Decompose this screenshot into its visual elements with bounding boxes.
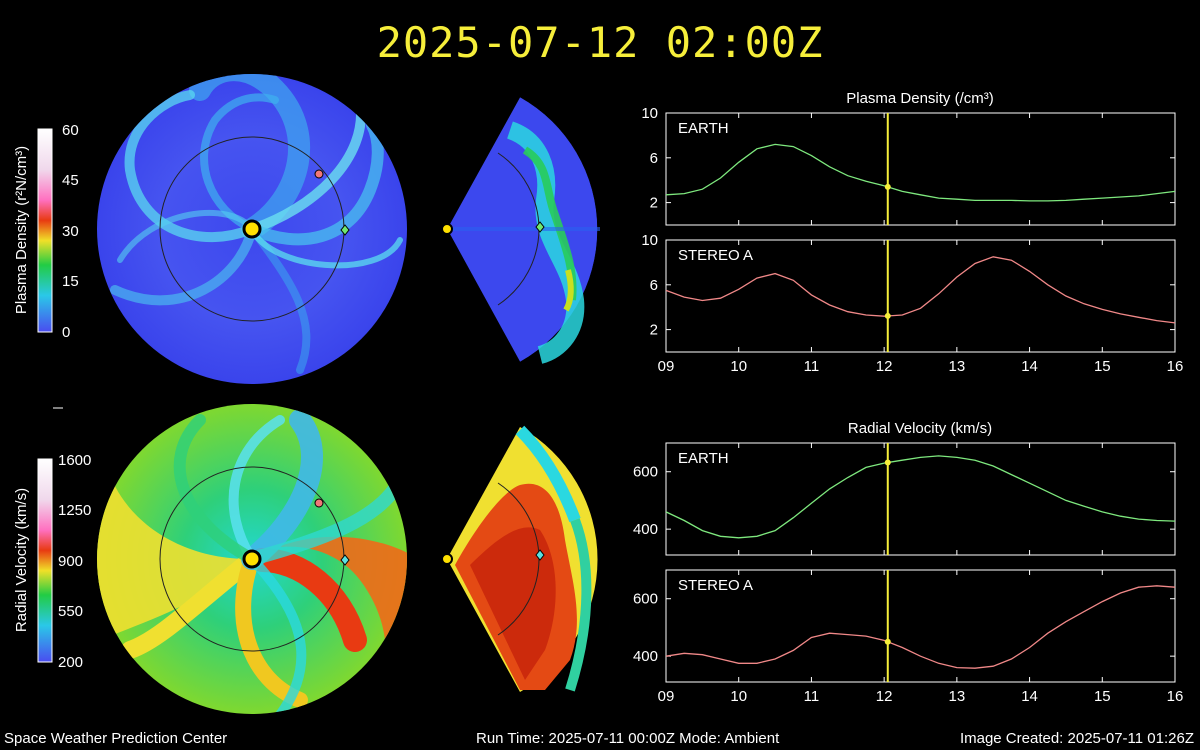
x-tick-label: 15 — [1094, 358, 1111, 375]
sun-marker — [441, 553, 453, 565]
velocity-tick: 1600 — [58, 452, 91, 469]
sun-marker — [242, 219, 262, 239]
x-tick-label: 16 — [1167, 358, 1184, 375]
velocity-colorbar-label: Radial Velocity (km/s) — [13, 488, 30, 632]
y-tick-label: 10 — [641, 105, 658, 122]
current-value-point — [884, 183, 891, 190]
density-colorbar-label: Plasma Density (r²N/cm³) — [13, 146, 30, 314]
velocity-tick: 1250 — [58, 502, 91, 519]
footer-image-created: Image Created: 2025-07-11 01:26Z — [959, 730, 1194, 747]
x-tick-label: 13 — [949, 688, 966, 705]
plot-frame — [665, 112, 1176, 226]
y-tick-label: 400 — [633, 521, 658, 538]
density-chart-title: Plasma Density (/cm³) — [846, 90, 994, 107]
series-line — [665, 143, 1176, 202]
x-tick-label: 14 — [1021, 358, 1038, 375]
y-tick-label: 400 — [633, 648, 658, 665]
series-line — [665, 256, 1176, 324]
sun-marker — [242, 549, 262, 569]
y-tick-label: 600 — [633, 464, 658, 481]
y-tick-label: 2 — [650, 322, 658, 339]
velocity-tick: 900 — [58, 553, 83, 570]
velocity-tick: 200 — [58, 654, 83, 671]
y-tick-label: 2 — [650, 195, 658, 212]
plot-frame — [665, 442, 1176, 556]
density-tick: 30 — [62, 223, 79, 240]
x-tick-label: 10 — [730, 688, 747, 705]
time-series-panels: EARTH 10 6 2 STEREO A 10 6 2 09 10 11 12 13 14 15 16 EAR… — [633, 105, 1183, 705]
density-tick: 0 — [62, 324, 70, 341]
y-tick-label: 6 — [650, 277, 658, 294]
stereo-a-marker — [314, 169, 324, 179]
stereo-a-marker — [314, 498, 324, 508]
density-meridional-map — [446, 96, 600, 364]
x-tick-label: 16 — [1167, 688, 1184, 705]
density-colorbar: Plasma Density (r²N/cm³) 60 45 30 15 0 — [13, 122, 79, 341]
footer-center-name: Space Weather Prediction Center — [4, 730, 228, 747]
x-tick-label: 10 — [730, 358, 747, 375]
x-tick-label: 12 — [876, 688, 893, 705]
x-tick-label: 11 — [804, 358, 820, 375]
series-line — [665, 585, 1176, 669]
velocity-chart-title: Radial Velocity (km/s) — [848, 420, 992, 437]
y-tick-label: 6 — [650, 150, 658, 167]
panel-label: EARTH — [678, 450, 729, 467]
density-tick: 15 — [62, 273, 79, 290]
x-tick-label: 09 — [658, 688, 675, 705]
velocity-ecliptic-map — [97, 404, 407, 714]
panel-label: EARTH — [678, 120, 729, 137]
plot-frame — [665, 239, 1176, 353]
panel-label: STEREO A — [678, 247, 753, 264]
footer-run-info: Run Time: 2025-07-11 00:00Z Mode: Ambien… — [476, 730, 780, 747]
x-tick-label: 11 — [804, 688, 820, 705]
x-tick-label: 13 — [949, 358, 966, 375]
earth-marker — [535, 549, 545, 561]
plot-frame — [665, 569, 1176, 683]
map-markers — [242, 169, 545, 569]
velocity-colorbar: Radial Velocity (km/s) 1600 1250 900 550… — [13, 452, 91, 671]
earth-marker — [340, 224, 350, 236]
density-tick: 60 — [62, 122, 79, 139]
current-value-point — [884, 459, 891, 466]
velocity-tick: 550 — [58, 603, 83, 620]
page-title: 2025-07-12 02:00Z — [376, 18, 824, 67]
y-tick-label: 600 — [633, 591, 658, 608]
x-tick-label: 09 — [658, 358, 675, 375]
x-tick-label: 15 — [1094, 688, 1111, 705]
x-tick-label: 14 — [1021, 688, 1038, 705]
enlil-visualization: Plasma Density (r²N/cm³) 60 45 30 15 0 R… — [13, 74, 1183, 714]
series-line — [665, 455, 1176, 539]
current-value-point — [884, 312, 891, 319]
panel-label: STEREO A — [678, 577, 753, 594]
earth-marker — [535, 221, 545, 233]
current-value-point — [884, 638, 891, 645]
y-tick-label: 10 — [641, 232, 658, 249]
sun-marker — [441, 223, 453, 235]
x-tick-label: 12 — [876, 358, 893, 375]
density-tick: 45 — [62, 172, 79, 189]
earth-marker — [340, 554, 350, 566]
velocity-meridional-map — [447, 425, 598, 692]
